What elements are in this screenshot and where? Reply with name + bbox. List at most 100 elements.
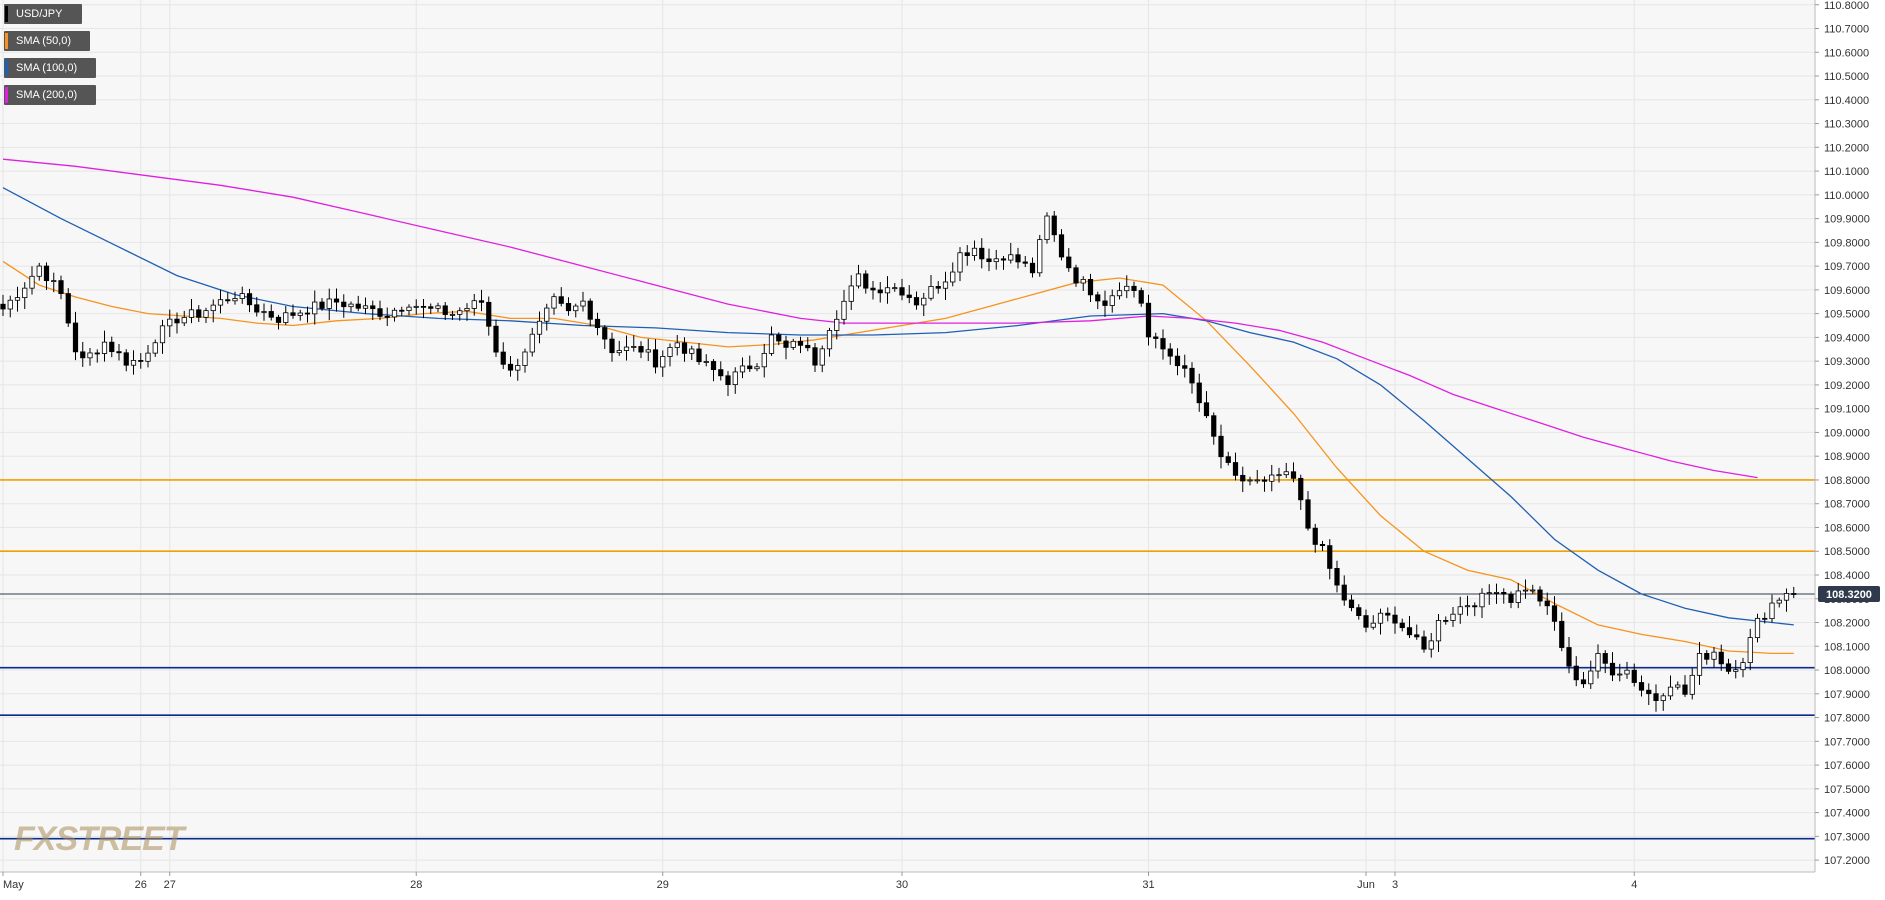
candle-body: [725, 375, 731, 386]
y-tick-label: 108.4000: [1824, 570, 1870, 582]
candle-body: [333, 298, 340, 303]
candle-body: [130, 360, 137, 366]
candle-body: [565, 303, 572, 312]
candle-body: [1559, 620, 1565, 648]
candle-body: [116, 351, 122, 354]
candle-body: [413, 305, 419, 308]
candle-body: [109, 341, 115, 353]
candle-body: [979, 247, 985, 260]
legend-usdjpy[interactable]: USD/JPY: [4, 4, 82, 24]
candle-body: [834, 318, 840, 331]
candle-body: [602, 327, 608, 340]
candle-body: [500, 351, 506, 365]
candle-body: [1341, 584, 1347, 601]
candle-body: [1791, 593, 1797, 595]
candle-body: [1095, 294, 1101, 302]
candle-body: [1102, 300, 1108, 306]
candle-body: [435, 305, 441, 309]
candle-body: [1472, 605, 1478, 608]
candle-body: [94, 352, 100, 355]
candle-body: [312, 301, 318, 315]
candle-body: [710, 361, 717, 371]
candle-body: [370, 305, 376, 310]
candle-body: [1167, 348, 1173, 357]
candle-body: [1051, 215, 1057, 236]
candle-body: [1298, 477, 1304, 501]
legend-label-sma50: SMA (50,0): [16, 35, 72, 47]
candle-body: [580, 300, 586, 307]
candle-body: [1682, 684, 1688, 695]
candle-body: [261, 311, 267, 313]
candle-body: [1406, 627, 1413, 636]
candle-body: [1225, 456, 1231, 463]
candle-body: [1754, 617, 1761, 639]
candle-body: [384, 315, 390, 318]
candle-body: [1124, 285, 1130, 292]
legend-label-usdjpy: USD/JPY: [16, 8, 63, 20]
candle-body: [855, 273, 862, 287]
candle-body: [703, 361, 709, 363]
y-tick-label: 108.7000: [1824, 499, 1870, 511]
candle-body: [1087, 279, 1094, 296]
candle-body: [1711, 651, 1717, 660]
sma-line: [2, 158, 1758, 479]
y-tick-label: 109.9000: [1824, 214, 1870, 226]
grid: [0, 0, 1815, 872]
candle-body: [297, 312, 303, 316]
candle-body: [942, 281, 949, 289]
horizontal-levels: [0, 479, 1815, 840]
candle-body: [783, 340, 789, 348]
candle-body: [1501, 591, 1507, 595]
y-axis: 107.2000 107.3000 107.4000 107.5000 107.6000…: [1815, 0, 1870, 867]
legend-sma100[interactable]: SMA (100,0): [4, 58, 96, 78]
candle-body: [950, 271, 956, 283]
candle-body: [689, 348, 695, 354]
legend-sma200[interactable]: SMA (200,0): [4, 85, 96, 105]
legend-sma50[interactable]: SMA (50,0): [4, 31, 90, 51]
candle-body: [1537, 589, 1543, 602]
plot-background: [0, 0, 1815, 872]
y-tick-label: 109.3000: [1824, 356, 1870, 368]
y-tick-label: 107.3000: [1824, 831, 1870, 843]
candle-body: [1022, 261, 1028, 264]
candle-body: [442, 305, 448, 315]
candle-body: [1428, 640, 1434, 650]
candle-body: [58, 280, 64, 294]
candle-body: [1276, 474, 1282, 477]
y-tick-label: 110.7000: [1824, 24, 1869, 36]
y-tick-label: 108.1000: [1824, 641, 1870, 653]
candle-body: [486, 301, 492, 327]
y-tick-label: 109.5000: [1824, 309, 1870, 321]
candle-body: [573, 305, 579, 312]
candle-body: [1704, 653, 1710, 660]
candle-body: [674, 342, 680, 348]
candle-body: [609, 338, 615, 354]
candle-body: [594, 318, 601, 329]
candle-body: [1783, 593, 1790, 601]
legend-swatch-sma100: [5, 60, 8, 76]
candle-body: [1073, 267, 1079, 284]
y-tick-label: 108.9000: [1824, 451, 1870, 463]
sma-line: [2, 260, 1794, 655]
candle-body: [1414, 634, 1420, 638]
candle-body: [1457, 606, 1463, 615]
x-tick-label: May: [3, 879, 24, 891]
candle-body: [1696, 653, 1703, 676]
candle-body: [1551, 605, 1558, 622]
candle-body: [507, 363, 514, 371]
candle-body: [210, 304, 216, 312]
candle-body: [1776, 599, 1782, 604]
candle-body: [1624, 669, 1630, 675]
y-tick-label: 107.6000: [1824, 760, 1870, 772]
candle-body: [1566, 647, 1572, 667]
candle-body: [1131, 285, 1137, 291]
candle-body: [587, 300, 593, 320]
y-tick-label: 108.5000: [1824, 546, 1870, 558]
x-tick-label: 4: [1631, 879, 1637, 891]
candle-body: [1464, 605, 1471, 608]
candle-body: [1000, 258, 1007, 261]
candle-body: [239, 293, 245, 299]
x-tick-label: 27: [164, 879, 176, 891]
